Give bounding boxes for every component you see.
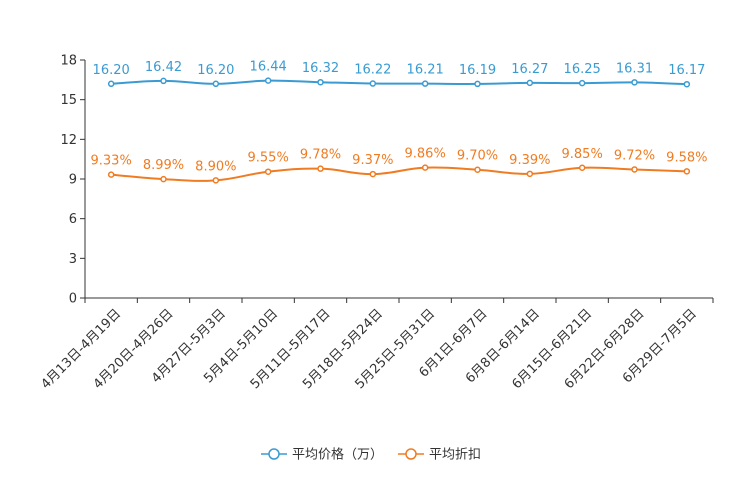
x-axis-ticks: 4月13日-4月19日4月20日-4月26日4月27日-5月3日5月4日-5月1…	[38, 298, 714, 392]
data-point[interactable]	[317, 78, 324, 86]
legend-marker-icon	[268, 448, 280, 460]
data-point[interactable]	[212, 177, 220, 184]
data-label: 16.20	[93, 63, 130, 78]
data-point[interactable]	[474, 166, 481, 173]
data-point[interactable]	[474, 80, 481, 88]
data-point[interactable]	[631, 166, 638, 173]
data-label: 16.27	[511, 62, 548, 77]
data-point[interactable]	[526, 79, 534, 87]
data-label: 16.31	[616, 61, 653, 76]
series-line	[111, 79, 687, 86]
series-avg-discount: 9.33% 8.99% 8.90% 9.55% 9.78% 9.37% 9.86% 9.70%…	[91, 147, 707, 184]
y-tick-label: 15	[60, 93, 77, 108]
data-label: 9.72%	[614, 148, 655, 163]
data-point[interactable]	[683, 168, 691, 175]
data-point[interactable]	[160, 175, 167, 183]
data-label: 9.85%	[562, 147, 603, 162]
y-tick-label: 9	[69, 173, 77, 188]
data-label: 9.55%	[248, 151, 289, 166]
data-label: 16.25	[564, 62, 601, 77]
series-avg-price: 16.20 16.42 16.20 16.44 16.32 16.22 16.21 16.19…	[93, 60, 705, 88]
data-label: 16.20	[197, 63, 234, 78]
data-point[interactable]	[683, 80, 691, 88]
series-layer: 16.20 16.42 16.20 16.44 16.32 16.22 16.21 16.19…	[91, 60, 707, 184]
data-point[interactable]	[317, 165, 324, 172]
data-label: 8.90%	[195, 159, 236, 174]
data-point[interactable]	[264, 77, 272, 84]
data-point[interactable]	[264, 168, 272, 175]
data-label: 16.44	[250, 60, 287, 75]
series-line	[111, 166, 687, 182]
legend-item[interactable]: 平均价格（万）	[261, 447, 383, 463]
data-label: 9.39%	[509, 153, 550, 168]
y-tick-label: 6	[69, 212, 77, 227]
data-point[interactable]	[578, 164, 586, 172]
data-point[interactable]	[369, 80, 377, 87]
data-point[interactable]	[631, 79, 638, 86]
data-label: 16.21	[407, 63, 444, 78]
data-label: 9.58%	[666, 150, 707, 165]
data-label: 9.70%	[457, 149, 498, 164]
axes	[84, 60, 713, 299]
data-point[interactable]	[212, 80, 220, 88]
y-tick-label: 3	[69, 252, 77, 267]
data-label: 16.19	[459, 63, 496, 78]
data-label: 9.78%	[300, 148, 341, 163]
data-point[interactable]	[369, 170, 377, 178]
data-label: 16.32	[302, 61, 339, 76]
legend-label: 平均折扣	[429, 448, 481, 463]
data-point[interactable]	[421, 80, 429, 87]
data-point[interactable]	[107, 171, 115, 178]
data-label: 9.33%	[91, 154, 132, 169]
data-label: 16.42	[145, 60, 182, 75]
y-axis-ticks: 0 3 6 9 12 15 18	[60, 54, 85, 307]
legend-marker-icon	[405, 448, 417, 460]
data-point[interactable]	[160, 77, 167, 85]
legend-label: 平均价格（万）	[292, 447, 383, 463]
data-label: 9.37%	[352, 153, 393, 168]
y-tick-label: 12	[60, 133, 77, 148]
data-point[interactable]	[107, 80, 115, 88]
data-point[interactable]	[578, 79, 586, 87]
data-label: 8.99%	[143, 158, 184, 173]
data-point[interactable]	[526, 170, 534, 178]
data-label: 9.86%	[405, 147, 446, 162]
data-label: 16.22	[354, 63, 391, 78]
y-tick-label: 18	[60, 54, 77, 69]
legend-item[interactable]: 平均折扣	[398, 448, 481, 463]
legend[interactable]: 平均价格（万） 平均折扣	[261, 447, 481, 463]
data-label: 16.17	[668, 63, 705, 78]
y-tick-label: 0	[69, 292, 77, 307]
data-point[interactable]	[421, 164, 429, 171]
